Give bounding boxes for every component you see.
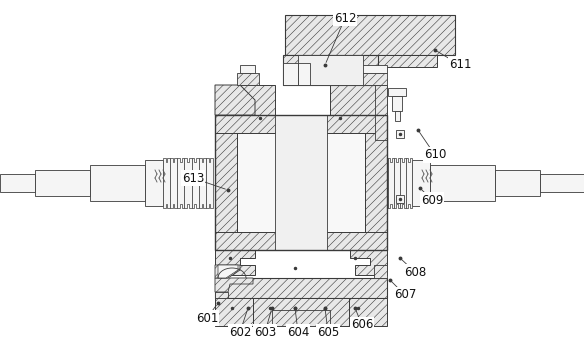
Bar	[0, 174, 35, 192]
Bar	[283, 63, 298, 85]
Polygon shape	[215, 278, 253, 292]
Polygon shape	[388, 158, 394, 208]
Text: 605: 605	[317, 326, 339, 339]
Polygon shape	[215, 85, 255, 115]
Bar	[298, 55, 363, 85]
Bar	[375, 85, 387, 140]
Bar	[237, 73, 259, 85]
Text: 602: 602	[229, 326, 251, 339]
Polygon shape	[406, 158, 412, 208]
Text: 611: 611	[449, 59, 471, 71]
Bar	[430, 165, 495, 201]
Bar	[355, 73, 387, 85]
Bar	[495, 170, 540, 196]
Polygon shape	[374, 265, 387, 278]
Bar	[215, 115, 237, 250]
Polygon shape	[218, 265, 238, 278]
Polygon shape	[170, 158, 178, 208]
Text: 603: 603	[254, 326, 276, 339]
Text: 606: 606	[351, 318, 373, 331]
Polygon shape	[185, 158, 192, 208]
Text: 608: 608	[404, 266, 426, 279]
Bar	[237, 133, 365, 232]
Polygon shape	[215, 292, 228, 298]
Text: 609: 609	[421, 194, 443, 206]
Polygon shape	[163, 158, 170, 208]
Bar	[355, 65, 387, 73]
Polygon shape	[215, 250, 255, 275]
Bar	[396, 130, 404, 138]
Bar	[90, 165, 145, 201]
Text: 604: 604	[287, 326, 309, 339]
Text: 610: 610	[424, 149, 446, 162]
Bar	[285, 55, 365, 67]
Bar	[215, 115, 387, 133]
Bar	[392, 96, 402, 111]
Bar	[285, 15, 455, 55]
Bar	[272, 310, 330, 326]
Bar	[145, 160, 163, 206]
Polygon shape	[400, 158, 406, 208]
Bar	[35, 170, 90, 196]
Bar	[240, 65, 255, 73]
Bar	[283, 55, 378, 85]
Bar	[412, 160, 430, 206]
Polygon shape	[215, 265, 240, 278]
Bar	[330, 85, 387, 115]
Bar	[349, 298, 387, 326]
Bar	[215, 298, 253, 326]
Text: 612: 612	[333, 11, 356, 24]
Polygon shape	[192, 158, 199, 208]
Polygon shape	[199, 158, 206, 208]
Text: 601: 601	[196, 312, 218, 325]
Bar	[275, 115, 327, 250]
Polygon shape	[206, 158, 213, 208]
Bar	[540, 174, 584, 192]
Text: 613: 613	[182, 172, 204, 185]
Bar	[388, 88, 406, 96]
Polygon shape	[178, 158, 185, 208]
Polygon shape	[382, 158, 388, 208]
Bar	[396, 195, 404, 203]
Bar	[215, 232, 387, 250]
Bar	[215, 278, 387, 298]
Bar	[298, 63, 310, 85]
Text: 607: 607	[394, 289, 416, 302]
Polygon shape	[370, 158, 376, 208]
Bar	[395, 111, 400, 121]
Bar	[215, 298, 387, 313]
Bar	[350, 55, 437, 67]
Polygon shape	[376, 158, 382, 208]
Bar	[365, 115, 387, 250]
Polygon shape	[394, 158, 400, 208]
Bar	[215, 85, 275, 115]
Bar	[215, 115, 387, 250]
Bar	[253, 298, 349, 326]
Polygon shape	[350, 250, 387, 275]
